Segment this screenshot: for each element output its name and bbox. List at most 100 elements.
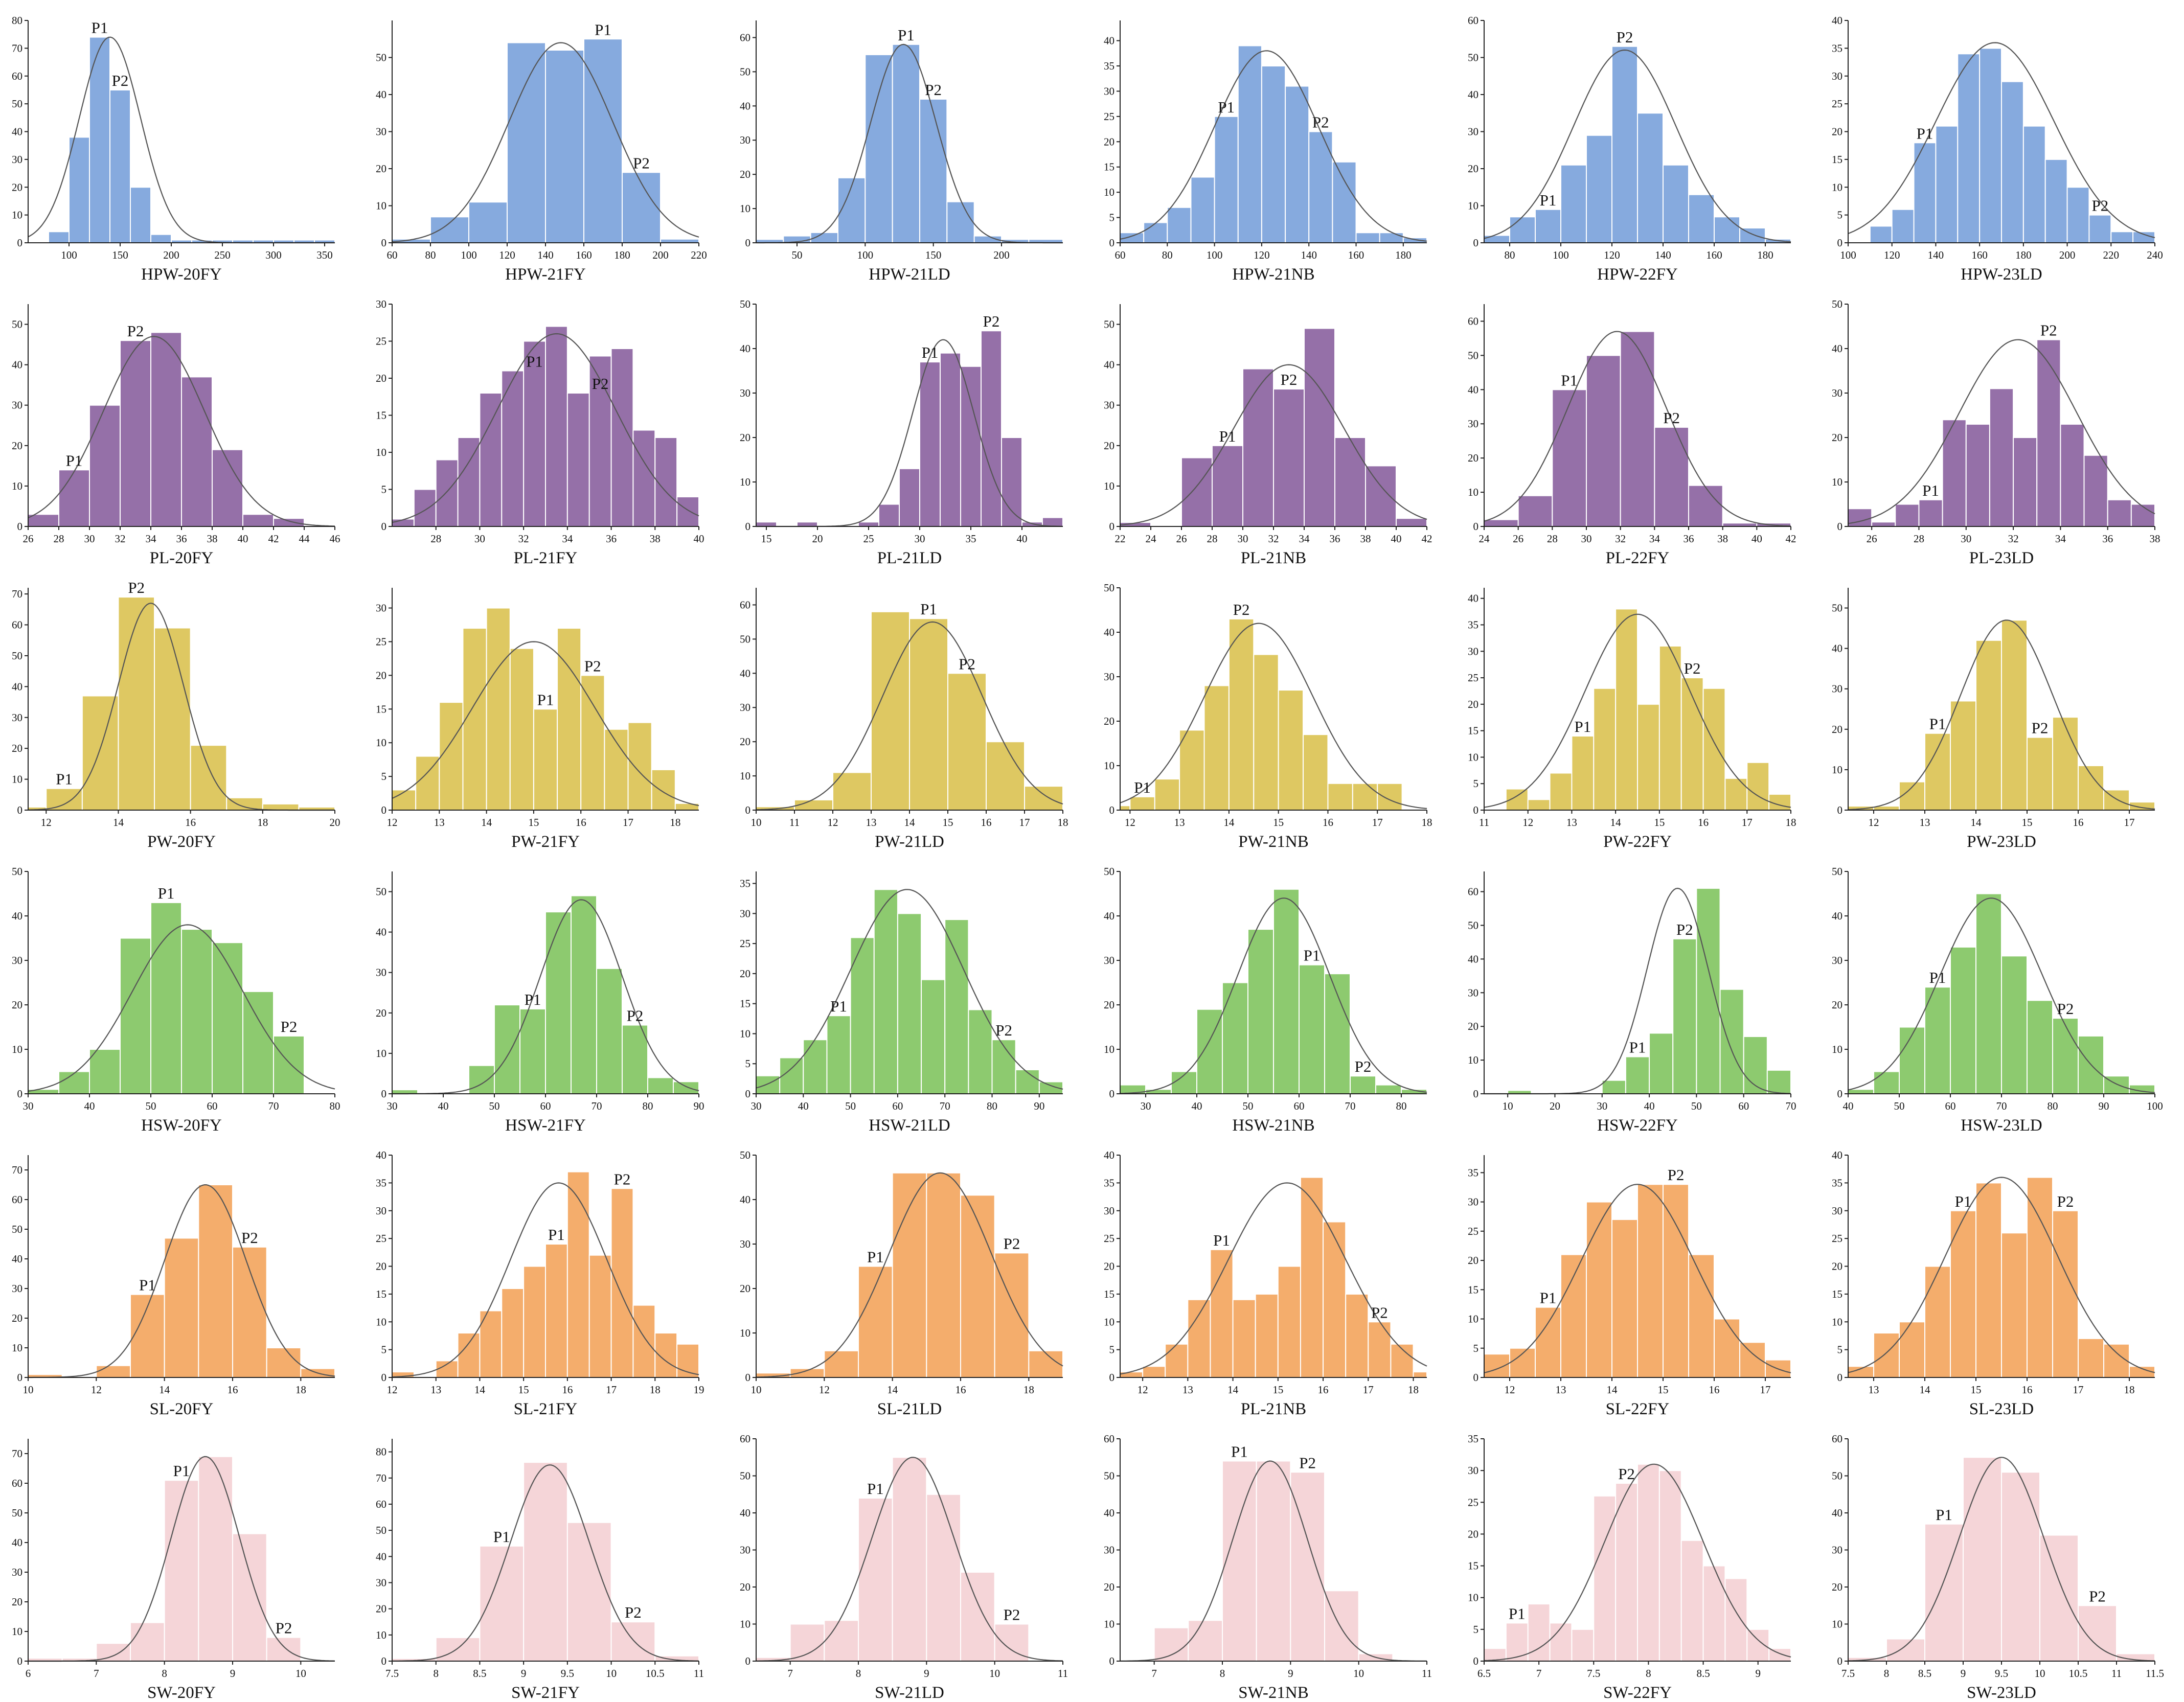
histogram-bar xyxy=(2052,1018,2079,1094)
y-tick-label: 50 xyxy=(1104,865,1114,878)
x-tick-label: 60 xyxy=(540,1100,551,1112)
x-tick-label: 7.5 xyxy=(1841,1667,1855,1680)
peak-annotation-label: P1 xyxy=(898,26,915,44)
y-tick-label: 20 xyxy=(740,735,750,748)
histogram-bar xyxy=(266,1347,302,1378)
histogram-panel: 0 10 20 30 40 50 12 13 14 15 16 17 18 P1 P2 PW-21NB xyxy=(1104,582,1432,851)
histogram-panel: 0 5 10 15 20 25 30 35 40 11 12 13 14 15 16 17 18 P1 P2 PW-2… xyxy=(1468,588,1796,851)
y-tick-label: 20 xyxy=(740,168,750,180)
y-tick-label: 30 xyxy=(1832,683,1842,695)
histogram-panel: 0 5 10 15 20 25 30 35 40 60 80 100 120 140 160 180 P1 P2 H… xyxy=(1104,20,1428,284)
peak-annotation-label: P2 xyxy=(1312,113,1329,131)
panel-title: PL-23LD xyxy=(1969,549,2034,567)
peak-annotation-label: P1 xyxy=(526,353,543,371)
histogram-bar xyxy=(545,50,584,243)
y-tick-label: 30 xyxy=(740,1544,750,1556)
histogram-bar xyxy=(242,514,274,527)
y-tick-label: 35 xyxy=(740,878,750,890)
histogram-panel: 0 5 10 15 20 25 30 35 40 13 14 15 16 17 18 P1 P2 SL-23LD xyxy=(1832,1149,2155,1418)
histogram-bar xyxy=(994,1252,1030,1378)
x-tick-label: 100 xyxy=(461,249,477,261)
x-tick-label: 80 xyxy=(425,249,436,261)
histogram-bar xyxy=(1768,793,1791,811)
x-tick-label: 32 xyxy=(2008,533,2019,545)
x-tick-label: 90 xyxy=(2099,1100,2109,1112)
x-tick-label: 34 xyxy=(2055,533,2066,545)
histogram-bar xyxy=(1413,1371,1427,1378)
histogram-bar xyxy=(392,789,417,811)
y-tick-label: 0 xyxy=(17,804,23,816)
histogram-panel: 0 10 20 30 40 50 60 10 20 30 40 50 60 70 P1 P2 HSW-22FY xyxy=(1468,871,1796,1135)
histogram-bar xyxy=(457,1332,481,1378)
peak-annotation-label: P2 xyxy=(983,312,1000,330)
peak-annotation-label: P2 xyxy=(1004,1606,1020,1624)
x-tick-label: 30 xyxy=(1961,533,1971,545)
histogram-bar xyxy=(1571,1628,1595,1662)
histogram-panel: 0 10 20 30 40 50 60 7 8 9 10 11 P1 P2 SW-21LD xyxy=(740,1433,1068,1702)
peak-annotation-label: P1 xyxy=(830,997,847,1015)
x-tick-label: 14 xyxy=(1227,1384,1239,1396)
histogram-bar xyxy=(566,1522,612,1662)
y-tick-label: 30 xyxy=(1832,70,1842,82)
y-tick-label: 30 xyxy=(1104,85,1114,97)
x-tick-label: 30 xyxy=(387,1100,398,1112)
peak-annotation-label: P1 xyxy=(525,991,541,1008)
y-tick-label: 0 xyxy=(1837,1371,1843,1384)
y-tick-label: 0 xyxy=(1837,520,1843,533)
y-tick-label: 20 xyxy=(12,181,22,193)
panel-title: HPW-23LD xyxy=(1961,265,2042,284)
peak-annotation-label: P2 xyxy=(1668,1166,1685,1184)
histogram-bar xyxy=(2044,158,2068,243)
x-tick-label: 13 xyxy=(1566,816,1577,829)
peak-annotation-label: P1 xyxy=(92,19,108,37)
histogram-bar xyxy=(468,1065,495,1095)
x-tick-label: 12 xyxy=(387,1384,398,1396)
x-tick-label: 80 xyxy=(1396,1100,1407,1112)
x-tick-label: 10 xyxy=(295,1667,306,1680)
peak-annotation-label: P2 xyxy=(127,322,144,340)
x-tick-label: 16 xyxy=(228,1384,238,1396)
x-tick-label: 11 xyxy=(1479,816,1489,829)
y-tick-label: 20 xyxy=(376,163,386,175)
y-tick-label: 20 xyxy=(740,431,750,444)
peak-annotation-label: P2 xyxy=(625,1603,642,1621)
y-tick-label: 0 xyxy=(745,520,751,533)
y-tick-label: 5 xyxy=(745,1057,751,1070)
x-tick-label: 70 xyxy=(1786,1100,1796,1112)
histogram-bar xyxy=(198,1184,234,1378)
normal-distribution-curve xyxy=(756,889,1063,1090)
histogram-bar xyxy=(523,1462,568,1662)
x-tick-label: 40 xyxy=(1843,1100,1854,1112)
histogram-bar xyxy=(1615,1483,1638,1662)
x-tick-label: 30 xyxy=(474,533,485,545)
x-tick-label: 15 xyxy=(761,533,772,545)
histogram-bar xyxy=(1611,1218,1638,1378)
x-tick-label: 42 xyxy=(1786,533,1796,545)
peak-annotation-label: P1 xyxy=(1922,481,1939,499)
x-tick-label: 26 xyxy=(23,533,34,545)
x-tick-label: 160 xyxy=(1348,249,1364,261)
y-tick-label: 0 xyxy=(17,1088,23,1100)
peak-annotation-label: P2 xyxy=(2032,719,2049,737)
histogram-bar xyxy=(832,772,872,811)
y-tick-label: 40 xyxy=(740,1507,750,1519)
x-tick-label: 70 xyxy=(268,1100,279,1112)
y-tick-label: 5 xyxy=(381,770,387,783)
panel-title: SW-20FY xyxy=(147,1684,216,1702)
y-tick-label: 40 xyxy=(12,126,22,138)
x-tick-label: 9.5 xyxy=(1995,1667,2008,1680)
histogram-bar xyxy=(1237,45,1262,243)
x-tick-label: 12 xyxy=(41,816,52,829)
y-tick-label: 5 xyxy=(1109,1344,1115,1356)
histogram-bar xyxy=(1154,778,1180,811)
x-tick-label: 9.5 xyxy=(561,1667,574,1680)
y-tick-label: 20 xyxy=(1832,1260,1842,1273)
peak-annotation-label: P2 xyxy=(1676,921,1693,938)
histogram-bar xyxy=(1891,209,1915,243)
x-tick-label: 6 xyxy=(26,1667,31,1680)
x-tick-label: 8 xyxy=(162,1667,167,1680)
y-tick-label: 30 xyxy=(1468,1464,1478,1477)
histogram-bar xyxy=(1273,388,1305,527)
